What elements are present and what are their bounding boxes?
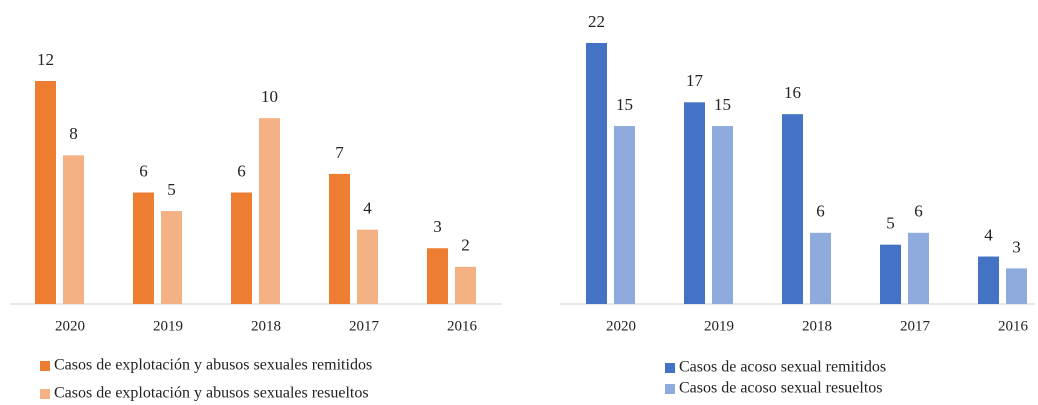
legend-label: Casos de explotación y abusos sexuales r…: [54, 385, 369, 402]
x-tick-label: 2018: [251, 318, 281, 334]
bar: [357, 229, 378, 304]
bar: [1006, 268, 1027, 304]
bar: [231, 192, 252, 304]
data-label: 15: [616, 95, 633, 114]
bar: [782, 114, 803, 304]
x-tick-label: 2018: [802, 318, 832, 334]
data-label: 5: [886, 214, 895, 233]
data-label: 8: [69, 124, 78, 143]
data-label: 6: [914, 202, 923, 221]
legend-label: Casos de acoso sexual remitidos: [679, 359, 886, 376]
bar: [329, 173, 350, 304]
bar: [161, 211, 182, 304]
data-label: 3: [1012, 237, 1021, 256]
x-tick-label: 2016: [447, 318, 478, 334]
bar: [427, 248, 448, 304]
bar: [614, 126, 635, 304]
data-label: 10: [261, 87, 278, 106]
legend-swatch: [665, 384, 675, 394]
data-label: 4: [984, 225, 993, 244]
bar: [133, 192, 154, 304]
data-label: 2: [461, 236, 470, 255]
x-tick-label: 2020: [55, 318, 85, 334]
x-tick-label: 2016: [998, 318, 1029, 334]
x-tick-label: 2017: [349, 318, 380, 334]
bar: [35, 81, 56, 304]
bar: [63, 155, 84, 304]
data-label: 7: [335, 143, 344, 162]
bar: [586, 43, 607, 304]
bar: [978, 256, 999, 304]
bar: [880, 244, 901, 304]
legend-swatch: [40, 389, 50, 399]
bar: [455, 266, 476, 304]
data-label: 22: [588, 12, 605, 31]
data-label: 16: [784, 83, 801, 102]
x-tick-label: 2019: [153, 318, 183, 334]
data-label: 12: [37, 50, 54, 69]
data-label: 3: [433, 217, 442, 236]
bar: [810, 232, 831, 304]
data-label: 15: [714, 95, 731, 114]
legend-label: Casos de explotación y abusos sexuales r…: [54, 357, 372, 374]
legend-label: Casos de acoso sexual resueltos: [679, 380, 883, 397]
x-tick-label: 2020: [606, 318, 636, 334]
data-label: 5: [167, 180, 176, 199]
data-label: 6: [139, 161, 148, 180]
bar: [259, 118, 280, 305]
x-tick-label: 2017: [900, 318, 931, 334]
bar: [712, 126, 733, 304]
bar: [684, 102, 705, 305]
x-tick-label: 2019: [704, 318, 734, 334]
data-label: 4: [363, 199, 372, 218]
legend-swatch: [40, 361, 50, 371]
legend-swatch: [665, 363, 675, 373]
bar: [908, 232, 929, 304]
data-label: 17: [686, 71, 704, 90]
data-label: 6: [237, 161, 246, 180]
data-label: 6: [816, 202, 825, 221]
